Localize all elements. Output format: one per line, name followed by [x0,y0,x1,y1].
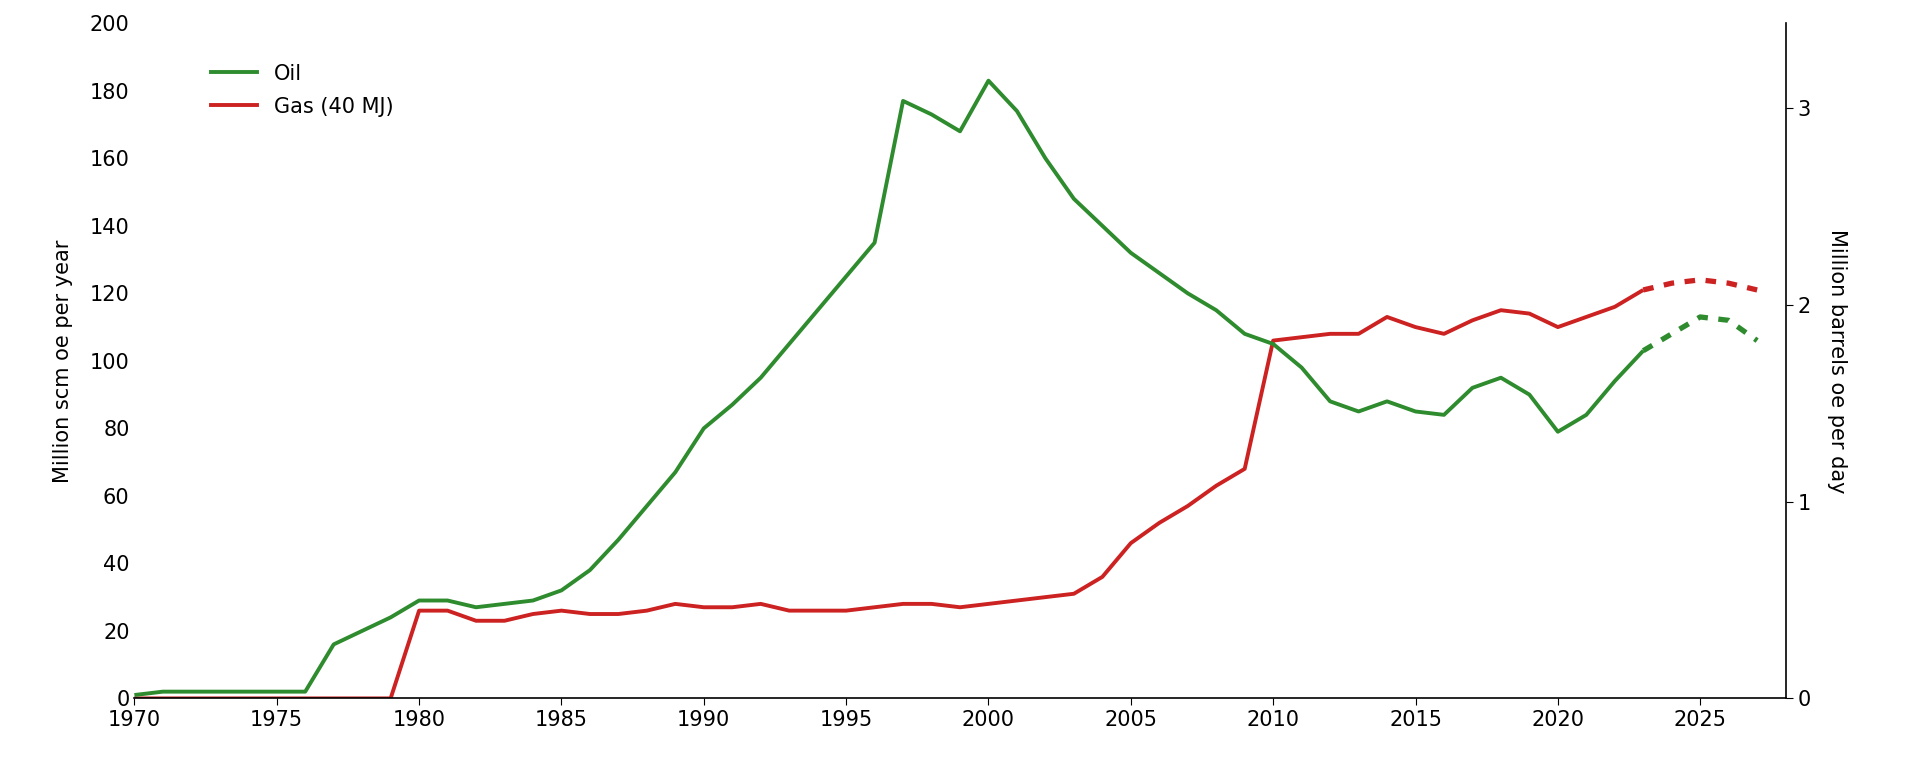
Legend: Oil, Gas (40 MJ): Oil, Gas (40 MJ) [194,47,409,134]
Y-axis label: Million scm oe per year: Million scm oe per year [54,239,73,483]
Y-axis label: Million barrels oe per day: Million barrels oe per day [1828,229,1847,493]
